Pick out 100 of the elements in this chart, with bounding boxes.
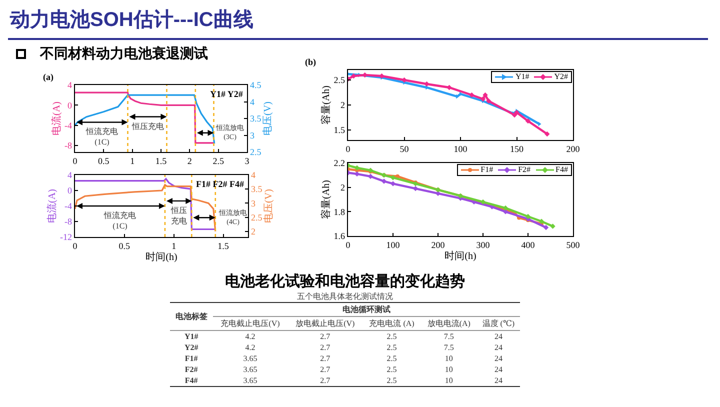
y-tick-label: -8: [64, 216, 72, 227]
annotation: 恒压充电: [170, 206, 187, 226]
category-label: F2#: [184, 365, 198, 374]
annotation: 恒流充电 (1C): [103, 211, 136, 230]
legend-label: Y1#: [515, 72, 530, 82]
y-axis-title: 容量(Ah): [320, 180, 332, 219]
y-tick-label: 4: [68, 80, 72, 90]
x-tick-label: 100: [386, 240, 400, 250]
y2-axis-title: 电压(V): [262, 189, 275, 223]
text: 7.5: [442, 331, 455, 342]
category-label: 充电截止电压(V): [220, 318, 281, 330]
x-tick-label: 0.5: [98, 156, 110, 166]
text: 24: [493, 331, 504, 342]
point: [525, 214, 531, 220]
x-tick-label: 150: [510, 144, 524, 154]
x-tick-label: 0.5: [118, 241, 131, 251]
text: 3.65: [242, 353, 258, 364]
category-label: F1#: [184, 354, 198, 363]
text: 电池标签: [174, 311, 208, 323]
y2-tick-label: 3: [250, 130, 255, 140]
y-tick-label: 2.5: [334, 75, 346, 86]
y-tick-label: -4: [64, 201, 72, 212]
chart-title: 动力电池SOH估计---IC曲线: [10, 8, 254, 33]
point: [354, 165, 360, 170]
category-label: 放电电流(A): [426, 318, 472, 330]
x-tick-label: 200: [431, 240, 446, 250]
text: (a): [43, 72, 54, 82]
y-tick-label: 2: [340, 100, 345, 110]
legend-label: Y2#: [554, 72, 568, 82]
y-tick-label: 0: [68, 100, 72, 110]
point: [543, 224, 549, 230]
y-tick-label: -12: [60, 232, 72, 242]
category-label: Y2#: [184, 343, 198, 352]
y-tick-label: -4: [64, 120, 72, 130]
y2-tick-label: 4: [251, 170, 256, 180]
point: [482, 92, 488, 98]
text: 2.5: [386, 364, 398, 375]
annotation: 恒流充电 (1C): [85, 127, 118, 146]
text: 2.7: [319, 353, 332, 364]
text: 24: [493, 342, 504, 353]
x-tick-label: 200: [566, 144, 580, 154]
y-tick-label: 2: [340, 182, 345, 192]
annotation: 恒压充电: [131, 122, 164, 131]
y2-tick-label: 4: [250, 96, 255, 107]
text: 2.7: [319, 364, 332, 375]
y2-tick-label: 3.5: [251, 184, 263, 194]
x-tick-label: 2: [187, 156, 192, 166]
text: 4.2: [244, 331, 256, 342]
point: [480, 96, 486, 102]
category-label: 温度 (℃): [481, 318, 516, 330]
legend-label: F1#: [480, 165, 494, 175]
y2-tick-label: 3.5: [250, 114, 262, 124]
text: 五个电池具体老化测试情况: [296, 291, 394, 302]
point: [390, 181, 396, 186]
text: 7.5: [442, 342, 455, 353]
text: 10: [444, 364, 454, 375]
x-tick-label: 1.5: [155, 156, 168, 166]
y2-axis-title: 电压(V): [262, 102, 274, 136]
text: 2.7: [319, 342, 332, 353]
legend-label: F2#: [518, 165, 531, 175]
category-label: Y1#: [184, 332, 198, 341]
category-label: F4#: [184, 376, 198, 385]
point: [538, 218, 544, 224]
x-tick-label: 50: [400, 144, 410, 154]
text: 10: [444, 375, 454, 386]
x-tick-label: 500: [566, 240, 580, 250]
x-tick-label: 1.5: [218, 241, 230, 251]
point: [381, 178, 387, 184]
text: 10: [444, 353, 454, 364]
y-axis-title: 容量(Ah): [320, 86, 332, 124]
category-label: 放电截止电压(V): [294, 318, 356, 330]
x-tick-label: 3: [244, 156, 250, 166]
y-tick-label: 1.8: [334, 206, 346, 217]
y-tick-label: 1.6: [334, 231, 346, 242]
point: [486, 98, 492, 104]
text: 2.7: [319, 375, 332, 386]
text: 2.5: [386, 353, 398, 364]
y2-tick-label: 3: [251, 198, 256, 208]
annotation: Y1# Y2#: [210, 89, 244, 99]
x-axis-title: 时间(h): [444, 250, 476, 262]
y-axis-title: 电流(A): [50, 102, 63, 136]
y2-tick-label: 4.5: [250, 80, 262, 90]
point: [456, 94, 460, 99]
text: 2.5: [386, 375, 398, 386]
x-tick-label: 1: [172, 241, 176, 251]
point: [424, 81, 430, 87]
line-series: [348, 72, 542, 126]
x-tick-label: 100: [454, 144, 468, 154]
point: [469, 92, 474, 98]
x-tick-label: 400: [521, 240, 536, 250]
x-tick-label: 2.5: [212, 156, 224, 166]
text: 2.5: [386, 331, 398, 342]
y-tick-label: -8: [64, 140, 72, 151]
text: 24: [493, 364, 504, 375]
point: [402, 77, 407, 83]
x-tick-label: 1: [130, 156, 135, 166]
y-tick-label: 2.2: [334, 158, 345, 168]
point: [525, 118, 531, 124]
text: 2.5: [386, 342, 398, 353]
text: (b): [305, 57, 316, 67]
